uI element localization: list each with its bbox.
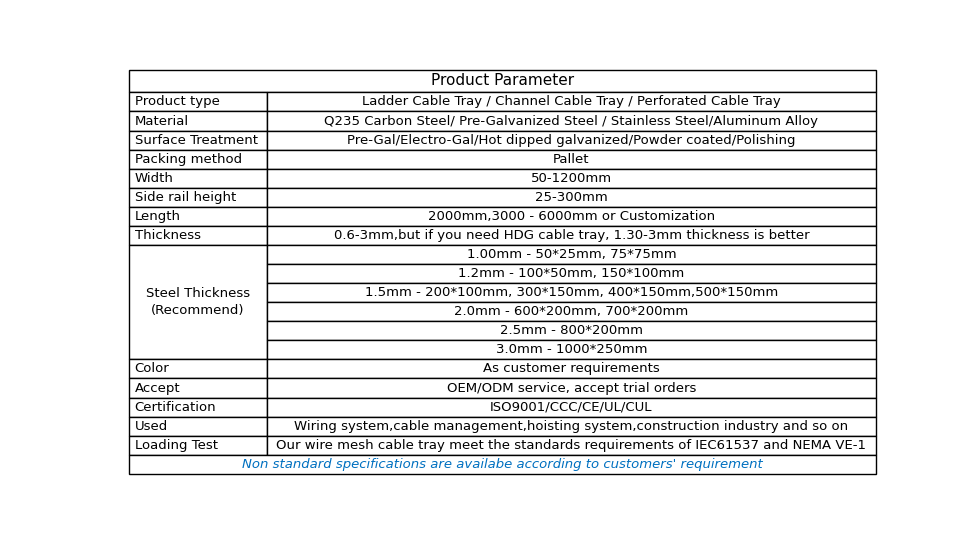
Text: 1.2mm - 100*50mm, 150*100mm: 1.2mm - 100*50mm, 150*100mm [459,267,684,280]
Text: 1.00mm - 50*25mm, 75*75mm: 1.00mm - 50*25mm, 75*75mm [466,248,676,261]
Bar [128,93,267,111]
Bar [128,131,267,150]
Bar [128,398,267,416]
Bar [128,150,267,169]
Text: Pre-Gal/Electro-Gal/Hot dipped galvanized/Powder coated/Polishing: Pre-Gal/Electro-Gal/Hot dipped galvanize… [347,133,796,146]
Bar [267,226,876,245]
Text: Certification: Certification [134,401,217,414]
Text: Surface Treatment: Surface Treatment [134,133,258,146]
Bar [128,188,267,207]
Text: 1.5mm - 200*100mm, 300*150mm, 400*150mm,500*150mm: 1.5mm - 200*100mm, 300*150mm, 400*150mm,… [365,286,778,299]
Text: 2.0mm - 600*200mm, 700*200mm: 2.0mm - 600*200mm, 700*200mm [455,305,689,318]
Bar [128,455,876,474]
Text: Accept: Accept [134,381,180,394]
Text: Width: Width [134,172,173,185]
Text: Ladder Cable Tray / Channel Cable Tray / Perforated Cable Tray: Ladder Cable Tray / Channel Cable Tray /… [362,95,781,109]
Text: Used: Used [134,420,168,433]
Bar [267,131,876,150]
Bar [267,93,876,111]
Bar [128,436,267,455]
Bar [128,207,267,226]
Bar [128,69,876,93]
Bar [267,379,876,398]
Text: As customer requirements: As customer requirements [483,363,660,376]
Text: Loading Test: Loading Test [134,439,218,452]
Text: 3.0mm - 1000*250mm: 3.0mm - 1000*250mm [496,343,647,356]
Text: Side rail height: Side rail height [134,191,236,204]
Bar [128,379,267,398]
Bar [267,359,876,379]
Text: Pallet: Pallet [553,153,590,166]
Bar [128,111,267,131]
Bar [267,245,876,264]
Bar [267,416,876,436]
Bar [128,416,267,436]
Text: Product type: Product type [134,95,220,109]
Text: 50-1200mm: 50-1200mm [531,172,612,185]
Text: 0.6-3mm,but if you need HDG cable tray, 1.30-3mm thickness is better: 0.6-3mm,but if you need HDG cable tray, … [333,229,809,242]
Text: Length: Length [134,210,180,223]
Text: Our wire mesh cable tray meet the standards requirements of IEC61537 and NEMA VE: Our wire mesh cable tray meet the standa… [276,439,866,452]
Text: Product Parameter: Product Parameter [430,74,574,88]
Text: OEM/ODM service, accept trial orders: OEM/ODM service, accept trial orders [447,381,696,394]
Text: Material: Material [134,115,189,128]
Text: Q235 Carbon Steel/ Pre-Galvanized Steel / Stainless Steel/Aluminum Alloy: Q235 Carbon Steel/ Pre-Galvanized Steel … [324,115,818,128]
Bar [267,321,876,341]
Bar [267,302,876,321]
Text: ISO9001/CCC/CE/UL/CUL: ISO9001/CCC/CE/UL/CUL [490,401,653,414]
Bar [267,188,876,207]
Text: 25-300mm: 25-300mm [535,191,608,204]
Text: Color: Color [134,363,170,376]
Text: Non standard specifications are availabe according to customers' requirement: Non standard specifications are availabe… [242,458,762,471]
Bar [267,436,876,455]
Bar [267,111,876,131]
Text: Packing method: Packing method [134,153,242,166]
Text: Thickness: Thickness [134,229,201,242]
Bar [267,169,876,188]
Text: Wiring system,cable management,hoisting system,construction industry and so on: Wiring system,cable management,hoisting … [294,420,849,433]
Text: Steel Thickness
(Recommend): Steel Thickness (Recommend) [146,287,250,317]
Bar [267,283,876,302]
Bar [128,169,267,188]
Bar [267,207,876,226]
Bar [267,150,876,169]
Bar [267,398,876,416]
Bar [267,264,876,283]
Text: 2.5mm - 800*200mm: 2.5mm - 800*200mm [500,324,643,337]
Bar [128,226,267,245]
Text: 2000mm,3000 - 6000mm or Customization: 2000mm,3000 - 6000mm or Customization [428,210,715,223]
Bar [128,359,267,379]
Bar [128,245,267,359]
Bar [267,341,876,359]
